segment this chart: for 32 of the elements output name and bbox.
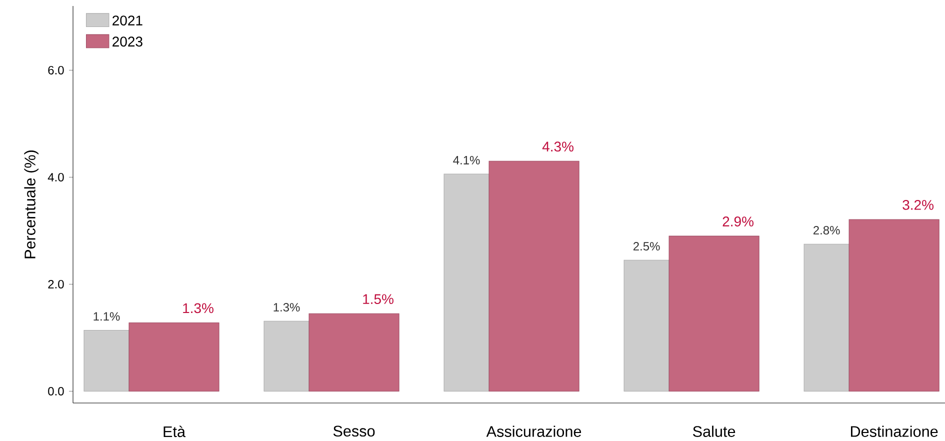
y-tick-label: 2.0: [48, 280, 64, 288]
x-tick-label: Assicurazione: [486, 426, 582, 437]
bar: [264, 320, 310, 392]
bar: [624, 260, 670, 392]
data-label: 2.9%: [722, 216, 754, 226]
bar: [308, 313, 400, 392]
bar: [848, 219, 940, 392]
x-tick-label: Destinazione: [850, 426, 938, 437]
legend-label: 2021: [112, 16, 142, 26]
bar: [804, 244, 850, 392]
data-label: 2.5%: [633, 242, 660, 251]
data-label: 3.2%: [902, 200, 934, 210]
data-label: 2.8%: [813, 226, 840, 234]
x-tick-label: Età: [164, 426, 186, 438]
bar: [128, 322, 220, 392]
y-tick-label: 0.0: [48, 386, 64, 396]
bar: [84, 330, 130, 392]
data-label: 1.1%: [94, 312, 120, 321]
legend-label: 2023: [112, 36, 142, 47]
data-label: 4.3%: [542, 142, 574, 152]
bar: [668, 236, 760, 392]
x-tick-label: Sesso: [333, 426, 375, 437]
y-axis-title: Percentuale (%): [24, 150, 38, 258]
data-label: 4.1%: [453, 156, 480, 164]
bar: [444, 174, 490, 392]
data-label: 1.5%: [363, 294, 394, 304]
y-tick-label: 4.0: [48, 172, 64, 182]
data-label: 1.3%: [274, 303, 300, 312]
y-tick-label: 6.0: [48, 66, 64, 74]
x-tick-label: Salute: [692, 426, 736, 437]
data-label: 1.3%: [183, 303, 214, 314]
bar: [488, 160, 580, 392]
